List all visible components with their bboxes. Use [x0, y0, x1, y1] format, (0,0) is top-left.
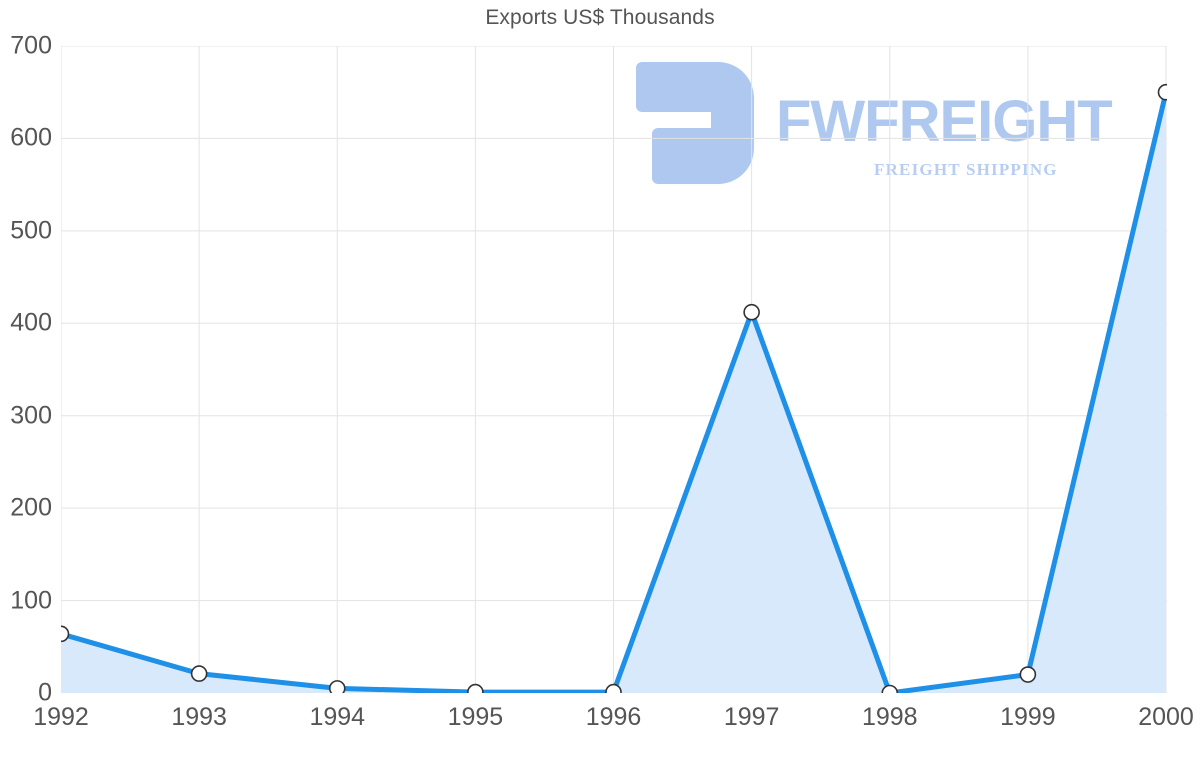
y-axis-tick-label: 0: [38, 678, 52, 707]
x-axis-tick-label: 1999: [1000, 703, 1056, 731]
data-point-marker: [1159, 85, 1167, 100]
data-markers: [61, 85, 1167, 693]
data-point-marker: [606, 685, 621, 693]
x-axis-tick-label: 1997: [723, 703, 780, 731]
x-axis-tick-label: 2000: [1138, 703, 1194, 731]
x-axis-tick-label: 1992: [33, 703, 89, 731]
y-axis-tick-label: 400: [10, 308, 52, 337]
x-axis-tick-label: 1996: [585, 703, 642, 731]
data-point-marker: [882, 686, 897, 693]
y-axis-tick-label: 500: [10, 216, 52, 245]
x-axis-tick-label: 1994: [309, 703, 366, 731]
y-axis-tick-label: 200: [10, 493, 52, 522]
x-axis-tick-label: 1998: [861, 703, 918, 731]
area-fill: [61, 92, 1166, 693]
data-point-marker: [468, 685, 483, 693]
data-point-marker: [61, 626, 69, 641]
data-point-marker: [192, 666, 207, 681]
y-axis-tick-label: 600: [10, 123, 52, 152]
x-axis: 1992 1993 1994 1995 1996 1997 1998 1999 2000: [0, 703, 1200, 753]
x-axis-tick-label: 1995: [447, 703, 504, 731]
data-point-marker: [330, 681, 345, 693]
data-point-marker: [1020, 667, 1035, 682]
plot-area: [61, 46, 1167, 693]
x-axis-tick-label: 1993: [171, 703, 227, 731]
y-axis-tick-label: 700: [10, 31, 52, 60]
grid-lines: [61, 46, 1167, 693]
data-point-marker: [744, 305, 759, 320]
y-axis: 0 100 200 300 400 500 600 700: [0, 0, 52, 763]
y-axis-tick-label: 100: [10, 586, 52, 615]
chart-title: Exports US$ Thousands: [485, 6, 715, 29]
y-axis-tick-label: 300: [10, 401, 52, 430]
